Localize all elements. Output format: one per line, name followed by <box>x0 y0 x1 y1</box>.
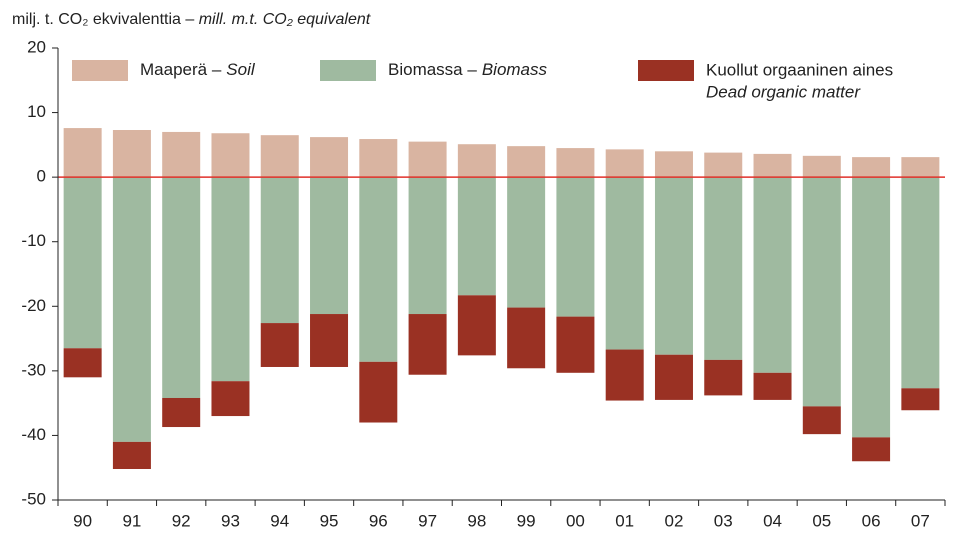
bar-segment <box>556 316 595 373</box>
bar-segment <box>605 177 644 350</box>
bar-segment <box>162 397 201 428</box>
bar-segment <box>63 128 102 178</box>
x-tick-label: 00 <box>566 511 585 530</box>
bar-segment <box>753 372 792 400</box>
legend-label: Kuollut orgaaninen aines <box>706 60 893 79</box>
y-label-fi: milj. t. CO₂ ekvivalenttia – <box>12 11 199 28</box>
bar-segment <box>162 177 201 398</box>
y-tick-label: 20 <box>27 37 46 56</box>
bar-segment <box>112 441 151 470</box>
bar-segment <box>654 151 693 178</box>
x-tick-label: 90 <box>73 511 92 530</box>
y-tick-label: -30 <box>21 360 46 379</box>
bar-segment <box>556 148 595 178</box>
bar-segment <box>654 354 693 400</box>
legend-name: Maaperä – <box>140 60 222 79</box>
bar-segment <box>802 177 841 407</box>
bar-segment <box>408 141 447 178</box>
y-tick-label: 10 <box>27 102 46 121</box>
bar-segment <box>260 177 299 324</box>
bar-segment <box>112 130 151 178</box>
legend-label: Maaperä – Soil <box>140 60 256 79</box>
bar-segment <box>457 295 496 356</box>
bar-segment <box>211 381 250 417</box>
x-tick-label: 05 <box>812 511 831 530</box>
x-tick-label: 94 <box>270 511 289 530</box>
x-tick-label: 02 <box>665 511 684 530</box>
bar-segment <box>359 177 398 362</box>
x-tick-label: 93 <box>221 511 240 530</box>
bar-segment <box>802 406 841 435</box>
bar-segment <box>162 131 201 178</box>
bar-segment <box>310 314 349 367</box>
bar-segment <box>408 314 447 375</box>
bar-segment <box>112 177 151 442</box>
bar-segment <box>901 388 940 411</box>
legend-name: Biomassa – <box>388 60 477 79</box>
bar-segment <box>802 155 841 178</box>
legend-name-en: Biomass <box>482 60 548 79</box>
legend-swatch <box>638 60 694 81</box>
bar-segment <box>605 149 644 178</box>
y-tick-label: -20 <box>21 296 46 315</box>
y-tick-label: -50 <box>21 489 46 508</box>
bar-segment <box>457 177 496 296</box>
bar-segment <box>408 177 447 315</box>
bar-segment <box>704 359 743 396</box>
y-axis-label: milj. t. CO₂ ekvivalenttia – mill. m.t. … <box>12 11 371 28</box>
bar-segment <box>507 307 546 369</box>
bar-segment <box>359 139 398 178</box>
bar-segment <box>852 157 891 178</box>
bar-segment <box>359 361 398 423</box>
bar-segment <box>457 144 496 178</box>
legend-label-en: Dead organic matter <box>706 82 861 101</box>
legend-swatch <box>320 60 376 81</box>
x-tick-label: 96 <box>369 511 388 530</box>
bar-segment <box>507 146 546 178</box>
y-tick-label: -10 <box>21 231 46 250</box>
bar-segment <box>605 349 644 401</box>
x-tick-label: 07 <box>911 511 930 530</box>
bar-segment <box>901 177 940 389</box>
bar-segment <box>507 177 546 308</box>
x-tick-label: 97 <box>418 511 437 530</box>
y-label-en: mill. m.t. CO₂ equivalent <box>199 11 371 28</box>
x-tick-label: 06 <box>862 511 881 530</box>
bar-segment <box>211 133 250 178</box>
bar-segment <box>310 177 349 315</box>
bar-segment <box>852 437 891 462</box>
x-tick-label: 98 <box>467 511 486 530</box>
legend-swatch <box>72 60 128 81</box>
bar-segment <box>753 177 792 373</box>
x-tick-label: 92 <box>172 511 191 530</box>
bar-segment <box>211 177 250 382</box>
bar-segment <box>654 177 693 355</box>
y-tick-label: -40 <box>21 425 46 444</box>
y-tick-label: 0 <box>37 167 46 186</box>
x-tick-label: 95 <box>320 511 339 530</box>
bar-segment <box>753 153 792 178</box>
bar-segment <box>260 323 299 367</box>
bar-segment <box>310 137 349 178</box>
x-tick-label: 03 <box>714 511 733 530</box>
bar-segment <box>852 177 891 438</box>
legend-label: Biomassa – Biomass <box>388 60 548 79</box>
bar-segment <box>63 348 102 378</box>
legend-name-en: Soil <box>226 60 256 79</box>
bar-segment <box>704 177 743 360</box>
bar-segment <box>556 177 595 317</box>
x-tick-label: 91 <box>122 511 141 530</box>
x-tick-label: 04 <box>763 511 782 530</box>
bar-segment <box>901 157 940 178</box>
x-tick-label: 01 <box>615 511 634 530</box>
x-tick-label: 99 <box>517 511 536 530</box>
bar-segment <box>63 177 102 349</box>
bar-segment <box>704 152 743 178</box>
bar-segment <box>260 135 299 178</box>
